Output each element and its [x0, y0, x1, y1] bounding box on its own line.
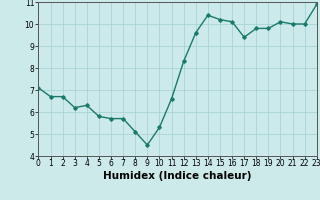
X-axis label: Humidex (Indice chaleur): Humidex (Indice chaleur) — [103, 171, 252, 181]
